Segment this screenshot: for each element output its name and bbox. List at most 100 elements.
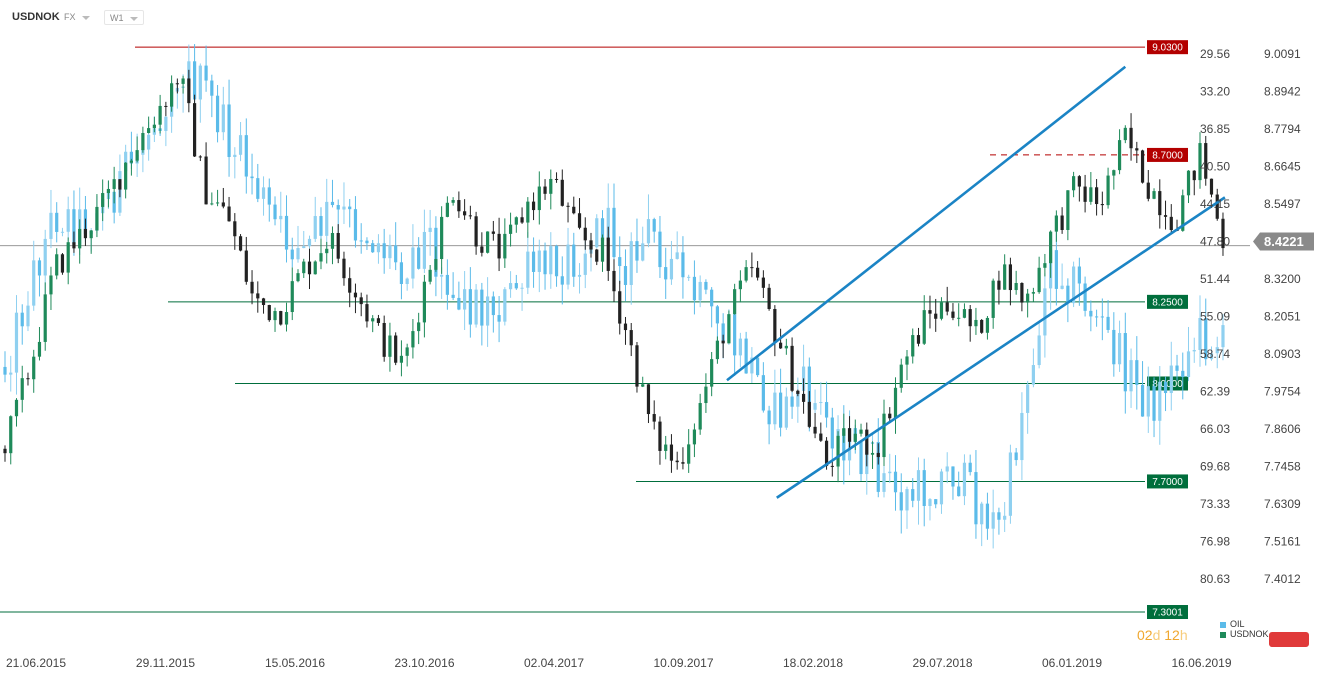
usdnok-candle-body [641, 384, 645, 387]
usdnok-candle-body [457, 200, 461, 212]
usdnok-candle-body [514, 217, 518, 225]
usdnok-candle-body [807, 401, 811, 427]
oil-candle-body [911, 489, 915, 501]
usdnok-candle-body [796, 390, 800, 394]
oil-candle-body [129, 151, 133, 164]
level-badge [1147, 474, 1188, 489]
usdnok-candle-body [646, 384, 651, 415]
usdnok-candle-body [1094, 187, 1099, 205]
usdnok-candle-body [497, 233, 501, 259]
usdnok-candle-body [560, 179, 564, 206]
usdnok-candle-body [474, 216, 478, 247]
oil-candle-body [399, 262, 404, 284]
usdnok-candle-body [503, 233, 507, 259]
usdnok-candle-body [411, 331, 415, 348]
usdnok-candle-body [1129, 127, 1133, 149]
usdnok-candle-body [330, 232, 335, 249]
oil-axis-tick: 36.85 [1200, 122, 1230, 136]
date-axis-tick: 15.05.2016 [265, 656, 325, 670]
usdnok-candle-body [1123, 127, 1127, 141]
usdnok-candle-body [1054, 215, 1058, 232]
usdnok-candle-body [20, 378, 24, 400]
oil-candle-body [675, 252, 679, 259]
usdnok-candle-body [227, 206, 231, 222]
oil-candle-body [422, 231, 426, 269]
usdnok-candle-body [451, 200, 455, 203]
oil-candle-body [813, 403, 817, 410]
oil-candle-body [250, 176, 254, 179]
oil-candle-body [773, 392, 777, 425]
oil-candle-body [882, 473, 886, 492]
oil-candle-body [1003, 515, 1007, 520]
oil-candle-body [761, 375, 765, 411]
usdnok-candle-body [1026, 293, 1030, 303]
oil-candle-body [37, 260, 42, 276]
oil-candle-body [1146, 386, 1150, 417]
usdnok-candle-body [876, 452, 880, 458]
usdnok-candle-body [664, 444, 668, 451]
price-axis-tick: 8.8942 [1264, 85, 1301, 99]
oil-candle-body [1186, 351, 1191, 378]
oil-candle-body [267, 187, 271, 205]
oil-axis-tick: 76.98 [1200, 535, 1230, 549]
market-dropdown[interactable]: FX [62, 10, 92, 25]
oil-candle-body [1020, 412, 1024, 461]
usdnok-candle-body [951, 311, 955, 318]
legend-swatch [1220, 631, 1226, 638]
oil-candle-body [55, 212, 59, 232]
oil-candle-body [20, 312, 24, 327]
usdnok-candle-body [1158, 191, 1162, 216]
countdown-day-unit: d [1152, 627, 1161, 643]
legend-swatch [1220, 621, 1226, 628]
usdnok-candle-body [32, 356, 36, 380]
interval-dropdown[interactable]: W1 [104, 10, 144, 25]
oil-candle-body [124, 151, 128, 172]
oil-candle-body [629, 241, 633, 285]
price-axis-tick: 8.5497 [1264, 197, 1301, 211]
usdnok-candle-body [440, 216, 444, 260]
usdnok-candle-body [1198, 143, 1202, 181]
oil-candle-body [49, 212, 53, 239]
oil-candle-body [600, 218, 605, 241]
usdnok-candle-body [606, 237, 610, 271]
oil-candle-body [842, 429, 846, 461]
oil-candle-body [147, 134, 151, 150]
usdnok-candle-body [60, 254, 65, 273]
oil-candle-body [1037, 335, 1041, 366]
oil-candle-body [658, 231, 662, 268]
price-axis-tick: 9.0091 [1264, 47, 1301, 61]
channel-upper-line [726, 65, 1127, 382]
oil-candle-body [876, 442, 880, 492]
oil-candle-body [261, 187, 266, 199]
oil-candle-body [325, 201, 329, 236]
usdnok-candle-body [1140, 150, 1145, 183]
oil-candle-body [554, 245, 559, 277]
usdnok-candle-body [417, 322, 421, 332]
date-axis-tick: 02.04.2017 [524, 656, 584, 670]
symbol-name: USDNOK [12, 11, 60, 23]
usdnok-candle-body [824, 440, 829, 466]
usdnok-candle-body [1192, 170, 1196, 181]
oil-candle-body [531, 251, 536, 272]
legend-item-oil: OIL [1220, 619, 1245, 629]
sell-button[interactable] [1269, 632, 1309, 647]
usdnok-candle-body [78, 228, 82, 249]
usdnok-candle-body [141, 133, 145, 151]
oil-candle-body [830, 417, 834, 449]
oil-candle-body [388, 245, 392, 259]
oil-candle-body [922, 470, 926, 506]
level-label: 8.7000 [1152, 150, 1183, 161]
oil-candle-body [669, 258, 674, 280]
usdnok-candle-body [566, 205, 570, 207]
oil-candle-body [302, 246, 306, 249]
usdnok-candle-body [376, 318, 381, 323]
oil-candle-body [796, 390, 800, 407]
usdnok-candle-body [9, 416, 13, 454]
usdnok-candle-body [1060, 215, 1064, 230]
usdnok-candle-body [911, 335, 915, 357]
usdnok-candle-body [600, 237, 605, 262]
oil-candle-body [1152, 386, 1156, 421]
date-axis-tick: 16.06.2019 [1171, 656, 1231, 670]
usdnok-candle-body [491, 231, 495, 234]
